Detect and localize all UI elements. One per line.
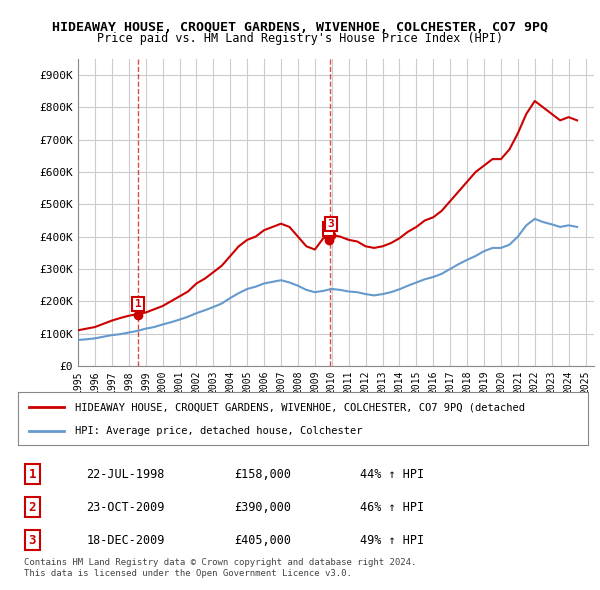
Text: 1: 1 [29, 467, 36, 481]
Text: 44% ↑ HPI: 44% ↑ HPI [360, 467, 424, 481]
Text: £390,000: £390,000 [235, 500, 292, 514]
Text: 1: 1 [134, 299, 142, 309]
Text: 18-DEC-2009: 18-DEC-2009 [86, 533, 165, 547]
Text: 3: 3 [328, 219, 334, 229]
Text: HIDEAWAY HOUSE, CROQUET GARDENS, WIVENHOE, COLCHESTER, CO7 9PQ: HIDEAWAY HOUSE, CROQUET GARDENS, WIVENHO… [52, 21, 548, 34]
Text: 2: 2 [325, 224, 332, 234]
Text: HPI: Average price, detached house, Colchester: HPI: Average price, detached house, Colc… [75, 425, 362, 435]
Text: 49% ↑ HPI: 49% ↑ HPI [360, 533, 424, 547]
Text: Contains HM Land Registry data © Crown copyright and database right 2024.: Contains HM Land Registry data © Crown c… [24, 558, 416, 566]
Text: 3: 3 [29, 533, 36, 547]
Text: 22-JUL-1998: 22-JUL-1998 [86, 467, 165, 481]
Text: This data is licensed under the Open Government Licence v3.0.: This data is licensed under the Open Gov… [24, 569, 352, 578]
Text: HIDEAWAY HOUSE, CROQUET GARDENS, WIVENHOE, COLCHESTER, CO7 9PQ (detached: HIDEAWAY HOUSE, CROQUET GARDENS, WIVENHO… [75, 402, 525, 412]
Text: 46% ↑ HPI: 46% ↑ HPI [360, 500, 424, 514]
Text: 2: 2 [29, 500, 36, 514]
Text: £405,000: £405,000 [235, 533, 292, 547]
Text: Price paid vs. HM Land Registry's House Price Index (HPI): Price paid vs. HM Land Registry's House … [97, 32, 503, 45]
Text: 23-OCT-2009: 23-OCT-2009 [86, 500, 165, 514]
Text: £158,000: £158,000 [235, 467, 292, 481]
